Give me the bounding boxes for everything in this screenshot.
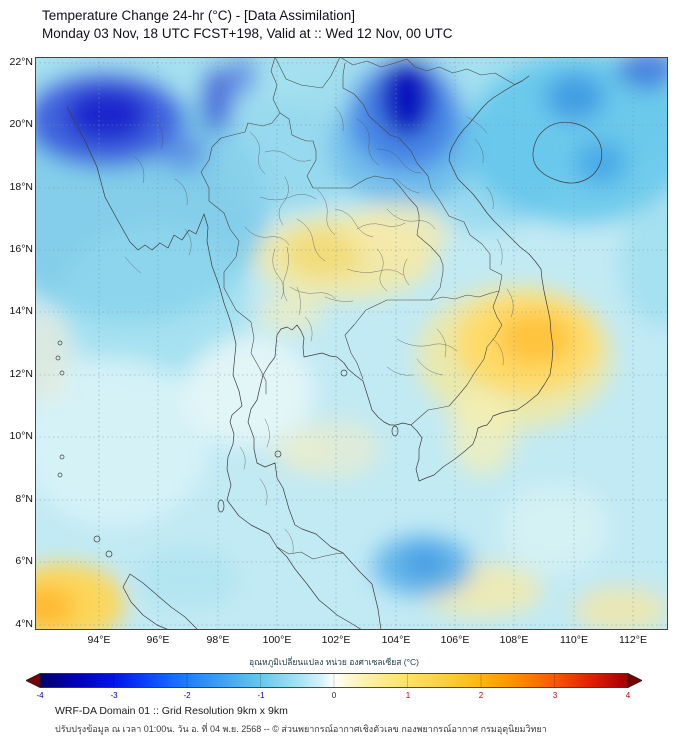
lat-label: 14°N [9,305,33,317]
colorbar-tick: -4 [36,691,44,700]
lat-label: 8°N [15,493,33,505]
temperature-field [0,12,676,643]
country-borders [200,56,515,560]
colorbar-tick: 0 [331,691,337,700]
colorbar-tick: -1 [257,691,265,700]
lon-label: 112°E [619,634,647,646]
colorbar-tick-marks [113,673,555,688]
lat-label: 10°N [9,430,33,442]
colorbar-tick: 4 [625,691,631,700]
colorbar-tick: 2 [478,691,484,700]
page-subtitle: Monday 03 Nov, 18 UTC FCST+198, Valid at… [42,26,453,41]
colorbar-label: อุณหภูมิเปลี่ยนแปลง หน่วย องศาเซลเซียส (… [249,657,419,667]
lon-label: 100°E [262,634,292,646]
lat-label: 22°N [9,56,33,68]
map-canvas [0,12,676,643]
lon-label: 94°E [87,634,111,646]
map-area [0,12,676,643]
colorbar-tick: 1 [405,691,411,700]
update-info: ปรับปรุงข้อมูล ณ เวลา 01:00น. วัน อ. ที่… [55,724,547,734]
lon-label: 106°E [440,634,470,646]
lon-label: 108°E [499,634,529,646]
lat-label: 4°N [15,618,33,630]
page-title: Temperature Change 24-hr (°C) - [Data As… [42,8,356,23]
lon-label: 98°E [206,634,230,646]
lat-label: 6°N [15,555,33,567]
lat-label: 20°N [9,118,33,130]
lon-label: 110°E [560,634,588,646]
lon-label: 102°E [321,634,351,646]
colorbar-left-arrow [26,673,41,688]
colorbar-tick: 3 [552,691,558,700]
lat-label: 18°N [9,181,33,193]
colorbar-right-arrow [627,673,642,688]
province-borders [124,106,514,554]
colorbar [26,673,642,688]
colorbar-tick: -3 [110,691,118,700]
domain-info: WRF-DA Domain 01 :: Grid Resolution 9km … [55,705,288,717]
lon-label: 96°E [146,634,170,646]
map-frame [35,57,668,630]
lat-label: 12°N [9,368,33,380]
colorbar-tick: -2 [183,691,191,700]
lon-label: 104°E [381,634,411,646]
lat-label: 16°N [9,243,33,255]
